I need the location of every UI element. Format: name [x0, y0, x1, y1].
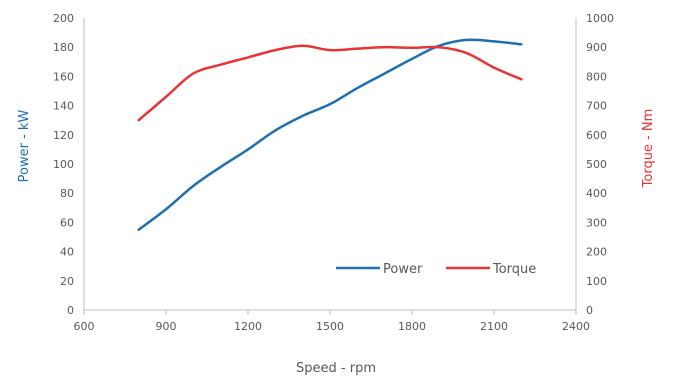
x-tick-label: 2400: [562, 320, 590, 333]
y-left-tick-label: 80: [60, 187, 74, 200]
y-left-tick-label: 160: [53, 70, 74, 83]
y-right-tick-label: 500: [586, 158, 607, 171]
x-tick-label: 1800: [398, 320, 426, 333]
y-left-tick-label: 140: [53, 100, 74, 113]
y-right-tick-label: 600: [586, 129, 607, 142]
x-tick-label: 900: [156, 320, 177, 333]
y-left-tick-label: 20: [60, 275, 74, 288]
y-left-tick-label: 100: [53, 158, 74, 171]
y-left-tick-label: 0: [67, 304, 74, 317]
y-right-tick-label: 700: [586, 100, 607, 113]
y-right-tick-label: 900: [586, 41, 607, 54]
y-right-tick-label: 800: [586, 70, 607, 83]
y-right-tick-label: 0: [586, 304, 593, 317]
y-right-tick-label: 1000: [586, 12, 614, 25]
series-lines: [137, 38, 523, 231]
x-tick-label: 1200: [234, 320, 262, 333]
legend-label-torque: Torque: [492, 262, 536, 277]
y-left-tick-label: 180: [53, 41, 74, 54]
x-tick-label: 2100: [480, 320, 508, 333]
y-right-tick-label: 400: [586, 187, 607, 200]
y-left-tick-label: 120: [53, 129, 74, 142]
series-line-torque: [137, 44, 523, 122]
y-right-tick-label: 300: [586, 216, 607, 229]
x-tick-label: 1500: [316, 320, 344, 333]
tick-labels: 600 900 1200 1500 1800 2100 240002040608010012…: [53, 12, 614, 333]
y-left-tick-label: 60: [60, 216, 74, 229]
y-right-tick-label: 100: [586, 275, 607, 288]
legend: Power Torque: [336, 262, 536, 277]
y-axis-label-left: Power - kW: [17, 110, 32, 183]
y-axis-label-right: Torque - Nm: [641, 109, 656, 189]
y-left-tick-label: 40: [60, 246, 74, 259]
y-right-tick-label: 200: [586, 246, 607, 259]
y-left-tick-label: 200: [53, 12, 74, 25]
x-tick-label: 600: [74, 320, 95, 333]
x-axis-label: Speed - rpm: [296, 361, 376, 376]
legend-label-power: Power: [383, 262, 423, 277]
series-line-power: [137, 38, 523, 231]
